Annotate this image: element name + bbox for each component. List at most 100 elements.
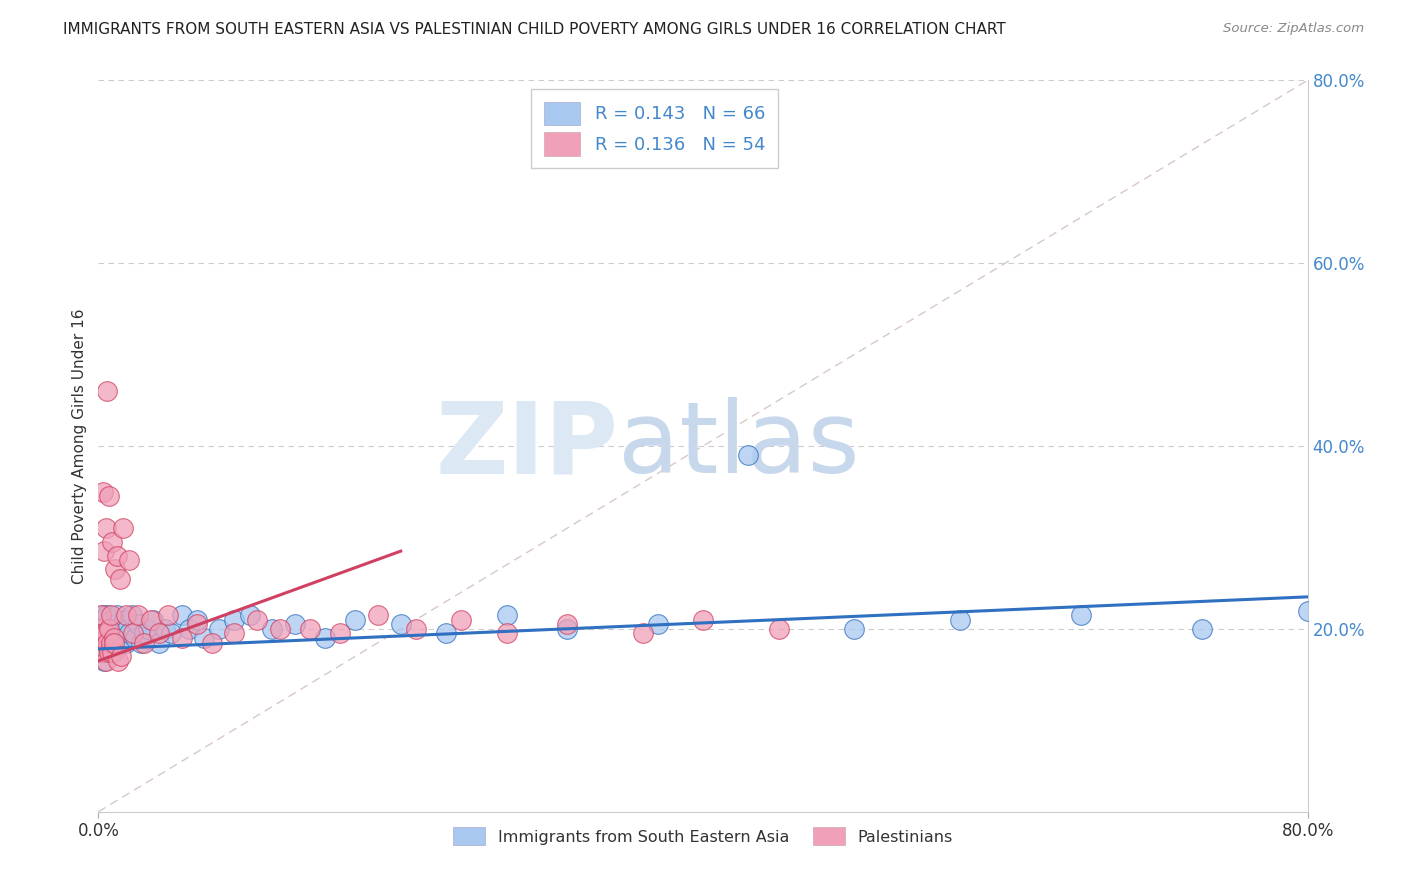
Point	[103, 635, 125, 649]
Point	[111, 631, 134, 645]
Point	[96, 608, 118, 623]
Point	[103, 645, 125, 659]
Point	[127, 617, 149, 632]
Point	[156, 608, 179, 623]
Point	[112, 613, 135, 627]
Point	[631, 626, 654, 640]
Point	[434, 626, 457, 640]
Point	[1070, 608, 1092, 623]
Point	[692, 613, 714, 627]
Point	[105, 608, 128, 623]
Point	[262, 622, 284, 636]
Point	[98, 622, 121, 636]
Point	[127, 608, 149, 623]
Point	[153, 622, 176, 636]
Point	[101, 535, 124, 549]
Point	[299, 622, 322, 636]
Point	[186, 613, 208, 627]
Point	[93, 626, 115, 640]
Point	[101, 645, 124, 659]
Point	[389, 617, 412, 632]
Point	[170, 608, 193, 623]
Point	[96, 626, 118, 640]
Point	[94, 521, 117, 535]
Point	[844, 622, 866, 636]
Point	[1191, 622, 1213, 636]
Point	[208, 622, 231, 636]
Point	[98, 635, 121, 649]
Point	[495, 626, 517, 640]
Point	[90, 635, 112, 649]
Point	[98, 622, 121, 636]
Point	[179, 622, 201, 636]
Text: ZIP: ZIP	[436, 398, 619, 494]
Point	[224, 613, 246, 627]
Point	[90, 631, 112, 645]
Point	[121, 608, 143, 623]
Point	[89, 622, 111, 636]
Point	[90, 608, 112, 623]
Point	[91, 608, 114, 623]
Point	[224, 626, 246, 640]
Point	[110, 622, 132, 636]
Point	[100, 626, 122, 640]
Point	[118, 553, 141, 567]
Point	[94, 645, 117, 659]
Point	[647, 617, 669, 632]
Point	[186, 617, 208, 632]
Point	[107, 626, 129, 640]
Point	[93, 645, 115, 659]
Point	[90, 645, 112, 659]
Point	[101, 635, 124, 649]
Point	[100, 645, 122, 659]
Point	[100, 608, 122, 623]
Point	[555, 622, 578, 636]
Point	[93, 622, 115, 636]
Point	[115, 622, 138, 636]
Point	[96, 384, 118, 398]
Point	[98, 489, 121, 503]
Text: Source: ZipAtlas.com: Source: ZipAtlas.com	[1223, 22, 1364, 36]
Point	[141, 613, 163, 627]
Point	[122, 626, 145, 640]
Point	[148, 635, 170, 649]
Point	[96, 640, 118, 655]
Point	[103, 631, 125, 645]
Point	[344, 613, 367, 627]
Point	[136, 622, 159, 636]
Point	[89, 626, 111, 640]
Point	[949, 613, 972, 627]
Point	[104, 617, 127, 632]
Point	[329, 626, 352, 640]
Point	[101, 613, 124, 627]
Point	[269, 622, 291, 636]
Point	[93, 635, 115, 649]
Point	[737, 448, 759, 462]
Point	[96, 635, 118, 649]
Point	[100, 635, 122, 649]
Point	[107, 654, 129, 668]
Y-axis label: Child Poverty Among Girls Under 16: Child Poverty Among Girls Under 16	[72, 309, 87, 583]
Point	[148, 626, 170, 640]
Point	[94, 631, 117, 645]
Text: atlas: atlas	[619, 398, 860, 494]
Point	[91, 645, 114, 659]
Point	[93, 654, 115, 668]
Point	[450, 613, 472, 627]
Point	[91, 635, 114, 649]
Point	[246, 613, 269, 627]
Point	[94, 626, 117, 640]
Point	[103, 631, 125, 645]
Point	[284, 617, 307, 632]
Text: IMMIGRANTS FROM SOUTH EASTERN ASIA VS PALESTINIAN CHILD POVERTY AMONG GIRLS UNDE: IMMIGRANTS FROM SOUTH EASTERN ASIA VS PA…	[63, 22, 1007, 37]
Point	[367, 608, 389, 623]
Point	[110, 649, 132, 664]
Point	[94, 617, 117, 632]
Point	[105, 631, 128, 645]
Point	[114, 608, 136, 623]
Point	[93, 544, 115, 558]
Point	[124, 631, 146, 645]
Point	[142, 613, 165, 627]
Point	[405, 622, 427, 636]
Point	[129, 635, 152, 649]
